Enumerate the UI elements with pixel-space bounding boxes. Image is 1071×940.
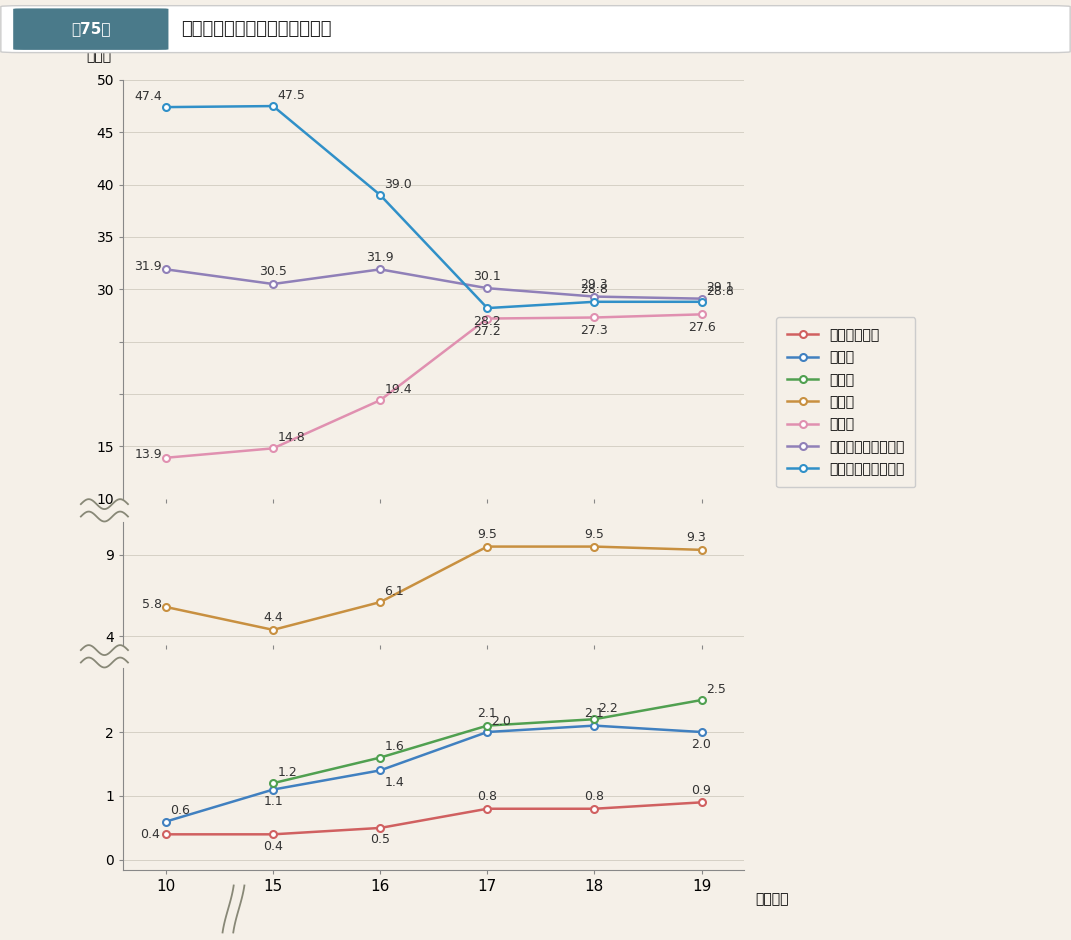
- Text: 2.0: 2.0: [692, 738, 711, 750]
- Text: 2.1: 2.1: [585, 707, 604, 720]
- Text: 2.2: 2.2: [599, 702, 618, 715]
- Text: 0.5: 0.5: [371, 834, 390, 847]
- Text: 0.4: 0.4: [140, 828, 161, 840]
- Text: 28.8: 28.8: [580, 283, 608, 296]
- Text: 14.8: 14.8: [277, 431, 305, 445]
- Text: 39.0: 39.0: [384, 178, 412, 191]
- Text: 5.8: 5.8: [141, 598, 162, 611]
- Text: 1.1: 1.1: [263, 795, 283, 808]
- Text: 27.3: 27.3: [580, 324, 608, 337]
- Text: （年度）: （年度）: [755, 892, 788, 906]
- Text: 0.9: 0.9: [692, 784, 711, 797]
- Text: 31.9: 31.9: [134, 260, 162, 274]
- Text: 30.1: 30.1: [473, 270, 501, 283]
- FancyBboxPatch shape: [1, 6, 1070, 53]
- Text: （％）: （％）: [86, 49, 111, 63]
- Text: 30.5: 30.5: [259, 265, 287, 278]
- FancyBboxPatch shape: [13, 8, 168, 50]
- Text: 0.4: 0.4: [263, 839, 283, 853]
- Text: 0.8: 0.8: [585, 791, 604, 803]
- Text: 1.2: 1.2: [277, 766, 297, 779]
- Text: 9.5: 9.5: [478, 528, 497, 541]
- Text: 29.1: 29.1: [706, 281, 734, 294]
- Text: 2.0: 2.0: [492, 714, 511, 728]
- Text: 0.8: 0.8: [478, 791, 497, 803]
- Text: 27.2: 27.2: [473, 325, 501, 338]
- Text: 13.9: 13.9: [134, 448, 162, 462]
- Text: 28.8: 28.8: [706, 285, 734, 298]
- Text: 1.4: 1.4: [384, 776, 404, 789]
- Text: 4.4: 4.4: [263, 611, 283, 624]
- Text: 9.5: 9.5: [585, 528, 604, 541]
- Text: 28.2: 28.2: [473, 315, 501, 328]
- Text: 27.6: 27.6: [688, 321, 715, 335]
- Text: 1.6: 1.6: [384, 741, 404, 754]
- Text: 2.5: 2.5: [706, 682, 725, 696]
- Text: 47.5: 47.5: [277, 89, 305, 102]
- Text: 19.4: 19.4: [384, 383, 412, 396]
- Text: 団体規模別団体数構成比の推移: 団体規模別団体数構成比の推移: [181, 20, 331, 39]
- Text: 第75図: 第75図: [71, 22, 110, 37]
- Text: 47.4: 47.4: [134, 90, 162, 103]
- Text: 29.3: 29.3: [580, 278, 608, 291]
- Legend: 政令指定都市, 中核市, 特例市, 中都市, 小都市, 町村（１万人以上）, 町村（１万人未満）: 政令指定都市, 中核市, 特例市, 中都市, 小都市, 町村（１万人以上）, 町…: [776, 317, 916, 487]
- Text: 0.6: 0.6: [170, 805, 190, 818]
- Text: 2.1: 2.1: [478, 707, 497, 720]
- Text: 9.3: 9.3: [685, 531, 706, 544]
- Text: 31.9: 31.9: [366, 251, 394, 264]
- Text: 6.1: 6.1: [384, 585, 404, 598]
